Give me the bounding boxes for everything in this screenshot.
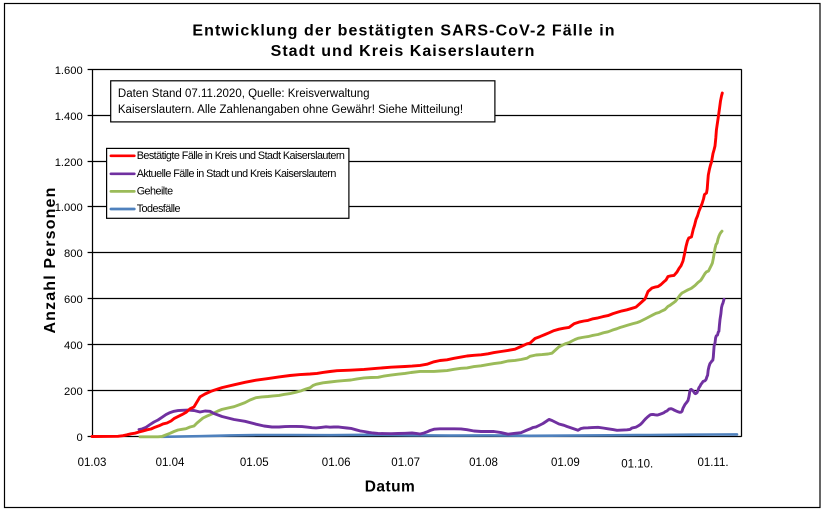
svg-text:800: 800 <box>64 248 83 260</box>
svg-text:400: 400 <box>64 340 83 352</box>
svg-text:01.08: 01.08 <box>469 457 498 469</box>
svg-text:Todesfälle: Todesfälle <box>137 203 181 215</box>
svg-text:Stadt und Kreis Kaiserslautern: Stadt und Kreis Kaiserslautern <box>271 43 536 60</box>
svg-text:01.07: 01.07 <box>391 457 420 469</box>
svg-text:01.06: 01.06 <box>322 457 351 469</box>
svg-text:1.600: 1.600 <box>55 65 83 77</box>
svg-text:Daten Stand 07.11.2020, Quelle: Daten Stand 07.11.2020, Quelle: Kreisver… <box>118 88 370 100</box>
svg-text:01.09: 01.09 <box>551 457 580 469</box>
svg-text:Geheilte: Geheilte <box>137 185 173 197</box>
svg-text:Datum: Datum <box>365 478 415 495</box>
svg-text:Entwicklung der bestätigten SA: Entwicklung der bestätigten SARS-CoV-2 F… <box>192 23 615 40</box>
svg-text:01.03: 01.03 <box>78 457 107 469</box>
svg-text:01.05: 01.05 <box>240 457 269 469</box>
svg-text:1.000: 1.000 <box>55 202 83 214</box>
svg-text:Anzahl Personen: Anzahl Personen <box>42 186 59 333</box>
svg-text:1.400: 1.400 <box>55 111 83 123</box>
svg-text:01.04: 01.04 <box>156 457 185 469</box>
svg-text:200: 200 <box>64 386 83 398</box>
svg-text:01.11.: 01.11. <box>697 457 728 469</box>
svg-text:0: 0 <box>76 432 82 444</box>
svg-text:Kaiserslautern. Alle Zahlenang: Kaiserslautern. Alle Zahlenangaben ohne … <box>118 104 463 116</box>
svg-text:Bestätigte Fälle in Kreis und: Bestätigte Fälle in Kreis und Stadt Kais… <box>137 150 345 162</box>
svg-text:600: 600 <box>64 294 83 306</box>
svg-text:Aktuelle Fälle in Stadt und Kr: Aktuelle Fälle in Stadt und Kreis Kaiser… <box>137 168 337 180</box>
svg-text:1.200: 1.200 <box>55 157 83 169</box>
svg-text:01.10.: 01.10. <box>621 459 653 471</box>
